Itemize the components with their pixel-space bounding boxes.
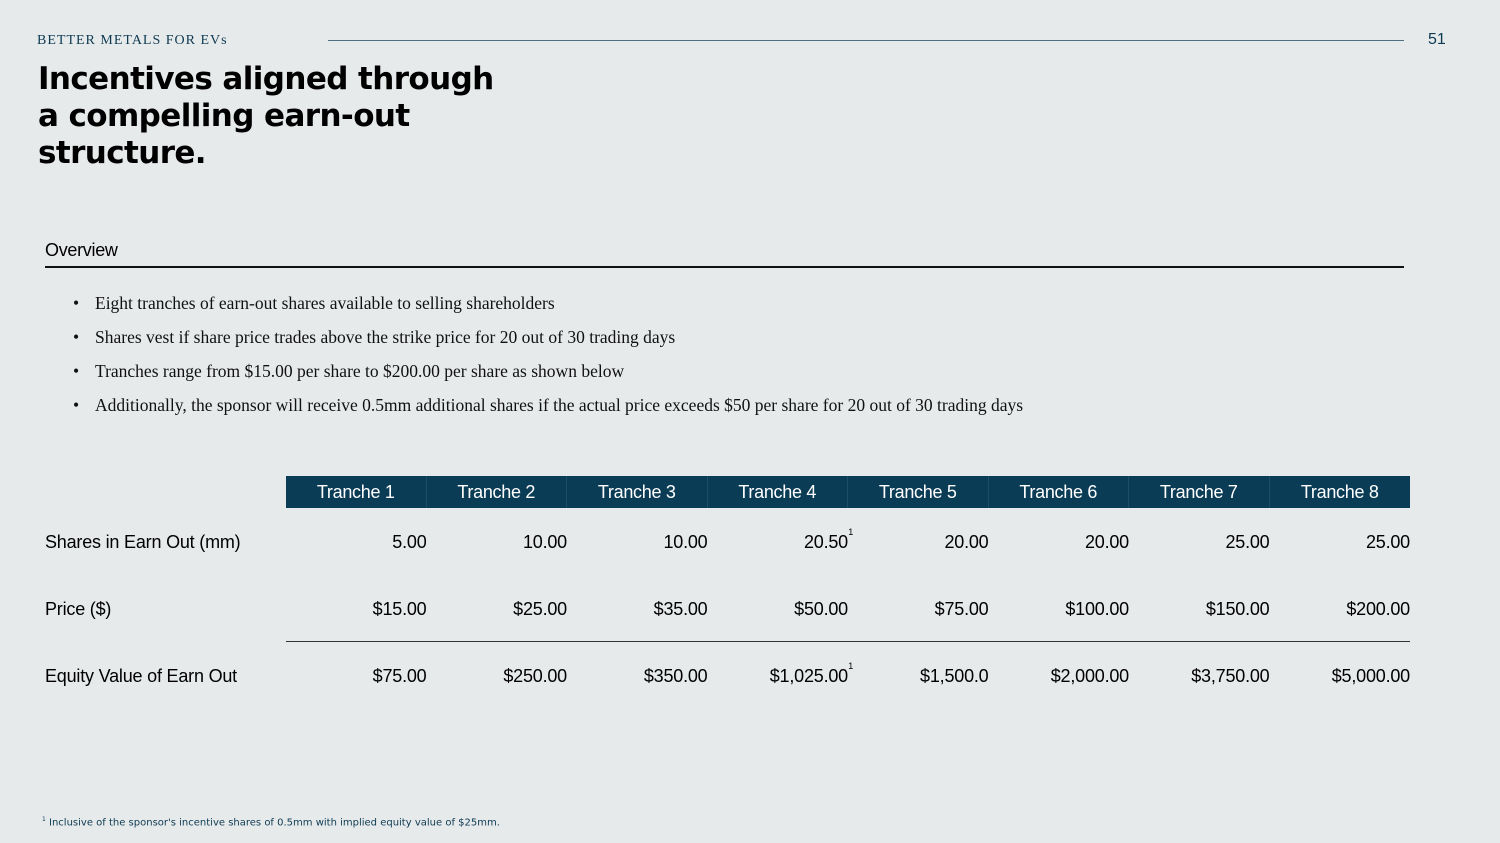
cell-value: $35.00 xyxy=(653,599,708,619)
row-label: Price ($) xyxy=(45,599,112,619)
bullet-item: • Additionally, the sponsor will receive … xyxy=(73,392,1023,426)
cell-value: 20.00 xyxy=(1084,532,1129,552)
table-cell: 10.00 xyxy=(427,527,567,557)
slide-title: Incentives aligned through a compelling … xyxy=(38,61,494,171)
table-cell: 20.00 xyxy=(989,527,1129,557)
overview-bullet-list: • Eight tranches of earn-out shares avail… xyxy=(73,290,1023,426)
bullet-text: Eight tranches of earn-out shares availa… xyxy=(95,293,555,313)
table-cell: 20.50 1 xyxy=(708,527,853,557)
bullet-marker: • xyxy=(73,327,80,347)
page-number: 51 xyxy=(1428,31,1446,48)
table-cell: 25.00 xyxy=(1129,527,1270,557)
table-cell: $3,750.00 xyxy=(1129,661,1270,691)
column-header: Tranche 7 xyxy=(1129,476,1270,508)
table-cell: $75.00 xyxy=(286,661,427,691)
cell-value: $1,500.0 xyxy=(920,666,989,686)
overview-heading: Overview xyxy=(45,240,118,260)
brand-header: BETTER METALS FOR EVs xyxy=(37,33,228,48)
cell-value: $1,025.00 xyxy=(769,666,848,686)
column-header: Tranche 8 xyxy=(1300,482,1379,502)
cell-value: $75.00 xyxy=(372,666,427,686)
table-cell: $2,000.00 xyxy=(989,661,1129,691)
column-header: Tranche 5 xyxy=(848,476,989,508)
table-cell: $5,000.00 xyxy=(1270,661,1410,691)
bullet-marker: • xyxy=(73,361,80,381)
cell-value: 25.00 xyxy=(1365,532,1410,552)
cell-value: $250.00 xyxy=(503,666,567,686)
table-cell: $200.00 xyxy=(1270,594,1410,624)
overview-divider xyxy=(45,266,1404,268)
table-cell: $25.00 xyxy=(427,594,567,624)
tranche-header-row: Tranche 1 Tranche 2 Tranche 3 Tranche 4 … xyxy=(286,476,1410,508)
bullet-marker: • xyxy=(73,293,80,313)
bullet-item: • Tranches range from $15.00 per share to… xyxy=(73,358,1023,392)
bullet-text: Additionally, the sponsor will receive 0… xyxy=(95,395,1024,415)
cell-value: $50.00 xyxy=(794,599,848,619)
column-header: Tranche 4 xyxy=(708,476,848,508)
table-cell: $350.00 xyxy=(567,661,708,691)
cell-value: 10.00 xyxy=(663,532,708,552)
total-divider xyxy=(286,641,1410,642)
row-label: Equity Value of Earn Out xyxy=(45,666,237,686)
header-divider xyxy=(328,40,1404,41)
cell-value: $3,750.00 xyxy=(1191,666,1270,686)
bullet-item: • Shares vest if share price trades above… xyxy=(73,324,1023,358)
table-cell: 10.00 xyxy=(567,527,708,557)
bullet-text: Shares vest if share price trades above … xyxy=(95,327,676,347)
table-cell: $1,500.0 xyxy=(848,661,989,691)
footnote-text: Inclusive of the sponsor's incentive sha… xyxy=(49,817,500,829)
footnote: 1 Inclusive of the sponsor's incentive s… xyxy=(42,816,500,828)
table-cell: $35.00 xyxy=(567,594,708,624)
footnote-number: 1 xyxy=(42,816,46,823)
cell-value: $5,000.00 xyxy=(1331,666,1410,686)
footnote-mark: 1 xyxy=(848,661,853,671)
cell-value: $150.00 xyxy=(1205,599,1270,619)
table-cell: 25.00 xyxy=(1270,527,1410,557)
table-cell: $150.00 xyxy=(1129,594,1270,624)
cell-value: 20.00 xyxy=(944,532,989,552)
cell-value: $350.00 xyxy=(643,666,708,686)
cell-value: $25.00 xyxy=(513,599,567,619)
table-cell: $250.00 xyxy=(427,661,567,691)
table-cell: $1,025.00 1 xyxy=(708,661,853,691)
table-cell: 5.00 xyxy=(286,527,427,557)
cell-value: $200.00 xyxy=(1346,599,1410,619)
footnote-mark: 1 xyxy=(848,527,853,537)
column-header: Tranche 2 xyxy=(427,476,567,508)
cell-value: $15.00 xyxy=(372,599,427,619)
cell-value: 10.00 xyxy=(522,532,567,552)
table-cell: $15.00 xyxy=(286,594,427,624)
cell-value: 25.00 xyxy=(1225,532,1270,552)
cell-value: 5.00 xyxy=(392,532,427,552)
bullet-item: • Eight tranches of earn-out shares avail… xyxy=(73,290,1023,324)
table-row-shares: Shares in Earn Out (mm) 5.00 10.00 10.00… xyxy=(45,527,1410,557)
table-cell: $50.00 xyxy=(708,594,848,624)
table-row-equity-value: Equity Value of Earn Out $75.00 $250.00 … xyxy=(45,661,1410,691)
table-cell: $100.00 xyxy=(989,594,1129,624)
bullet-marker: • xyxy=(73,395,80,415)
column-header: Tranche 3 xyxy=(567,476,708,508)
row-label: Shares in Earn Out (mm) xyxy=(45,532,241,552)
column-header: Tranche 1 xyxy=(286,476,427,508)
cell-value: $2,000.00 xyxy=(1050,666,1129,686)
column-header: Tranche 6 xyxy=(989,476,1129,508)
table-cell: 20.00 xyxy=(848,527,989,557)
table-row-price: Price ($) $15.00 $25.00 $35.00 $50.00 $7… xyxy=(45,594,1410,624)
table-cell: $75.00 xyxy=(848,594,989,624)
cell-value: 20.50 xyxy=(803,532,848,552)
cell-value: $100.00 xyxy=(1065,599,1129,619)
bullet-text: Tranches range from $15.00 per share to … xyxy=(95,361,625,381)
cell-value: $75.00 xyxy=(934,599,989,619)
